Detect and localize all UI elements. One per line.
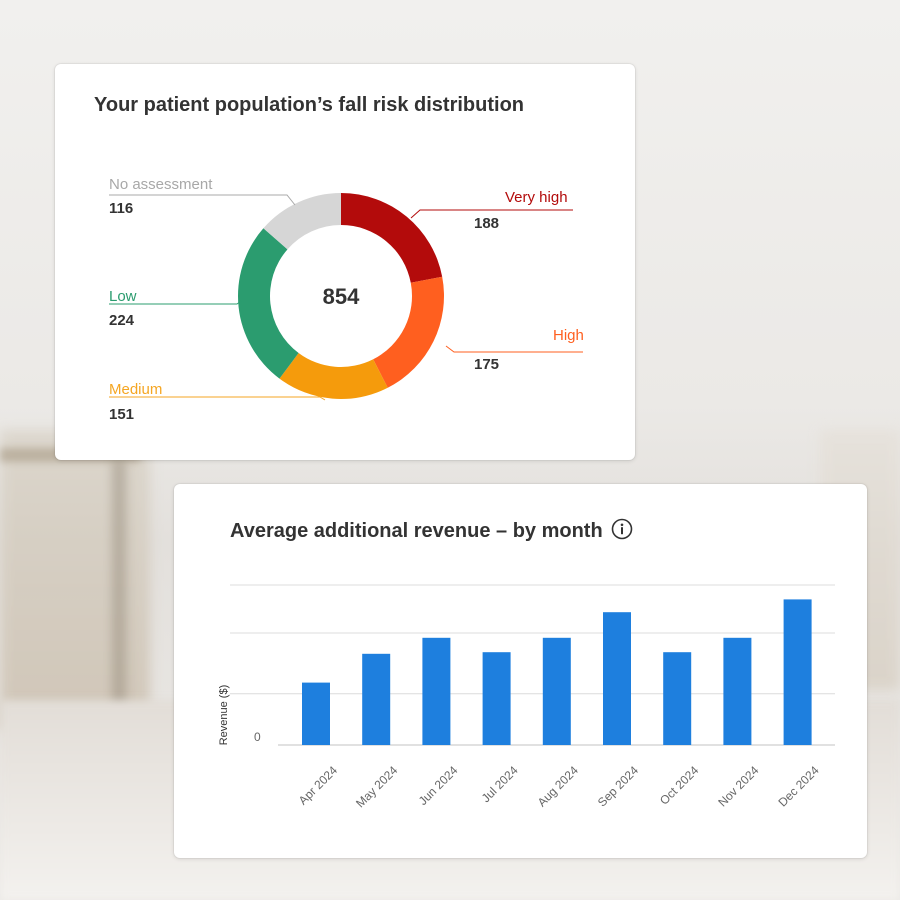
y-axis-tick-zero: 0 bbox=[254, 730, 261, 744]
bar-may-2024[interactable] bbox=[362, 653, 391, 745]
donut-slice-high[interactable] bbox=[373, 276, 444, 388]
legend-value-no-assessment: 116 bbox=[109, 200, 134, 217]
revenue-bar-chart: Apr 2024 May 2024 Jun 2024 Jul 2024 Aug 2024… bbox=[230, 584, 835, 810]
legend-label-high: High bbox=[553, 327, 584, 344]
bar-sep-2024[interactable] bbox=[603, 612, 631, 745]
revenue-card: Average additional revenue – by month Ap… bbox=[174, 484, 867, 858]
fall-risk-donut-chart bbox=[109, 193, 583, 401]
x-tick-label: Oct 2024 bbox=[657, 763, 702, 808]
leader-line-very-high bbox=[410, 209, 573, 219]
legend-value-very-high: 188 bbox=[474, 215, 500, 232]
legend-value-medium: 151 bbox=[109, 406, 135, 423]
donut-slice-no-assessment[interactable] bbox=[263, 193, 341, 250]
donut-slice-low[interactable] bbox=[237, 228, 299, 379]
leader-line-high bbox=[445, 345, 583, 353]
legend-label-medium: Medium bbox=[109, 381, 163, 398]
legend-label-very-high: Very high bbox=[505, 189, 568, 206]
x-tick-label: Aug 2024 bbox=[535, 763, 581, 809]
bar-jun-2024[interactable] bbox=[422, 637, 451, 745]
bar-nov-2024[interactable] bbox=[723, 637, 752, 745]
legend-value-high: 175 bbox=[474, 356, 500, 373]
background-post bbox=[112, 460, 126, 760]
donut-slice-very-high[interactable] bbox=[341, 193, 443, 283]
donut-total: 854 bbox=[322, 284, 360, 309]
bar-dec-2024[interactable] bbox=[783, 599, 812, 745]
fall-risk-card: Your patient population’s fall risk dist… bbox=[55, 64, 635, 460]
donut-slice-medium[interactable] bbox=[279, 352, 388, 400]
bar-oct-2024[interactable] bbox=[663, 652, 692, 745]
revenue-title: Average additional revenue – by month bbox=[230, 518, 633, 543]
bar-apr-2024[interactable] bbox=[302, 682, 330, 745]
x-tick-label: Dec 2024 bbox=[775, 763, 821, 809]
bar-jul-2024[interactable] bbox=[482, 652, 511, 745]
x-tick-label: Jun 2024 bbox=[416, 763, 461, 808]
revenue-title-text: Average additional revenue – by month bbox=[230, 520, 603, 542]
x-tick-label: May 2024 bbox=[353, 763, 400, 810]
info-icon[interactable] bbox=[611, 518, 633, 540]
fall-risk-title: Your patient population’s fall risk dist… bbox=[94, 94, 525, 116]
y-axis-label: Revenue ($) bbox=[218, 684, 230, 746]
legend-label-no-assessment: No assessment bbox=[109, 176, 213, 193]
legend-value-low: 224 bbox=[109, 312, 135, 329]
x-tick-label: Sep 2024 bbox=[595, 763, 641, 809]
legend-label-low: Low bbox=[109, 288, 137, 305]
leader-line-no-assessment bbox=[109, 194, 296, 206]
x-tick-label: Apr 2024 bbox=[296, 763, 341, 808]
x-tick-label: Jul 2024 bbox=[479, 763, 521, 805]
bar-aug-2024[interactable] bbox=[542, 637, 571, 745]
background-wall bbox=[0, 430, 150, 730]
x-tick-label: Nov 2024 bbox=[715, 763, 761, 809]
leader-line-medium bbox=[109, 396, 326, 401]
leader-line-low bbox=[109, 300, 242, 305]
